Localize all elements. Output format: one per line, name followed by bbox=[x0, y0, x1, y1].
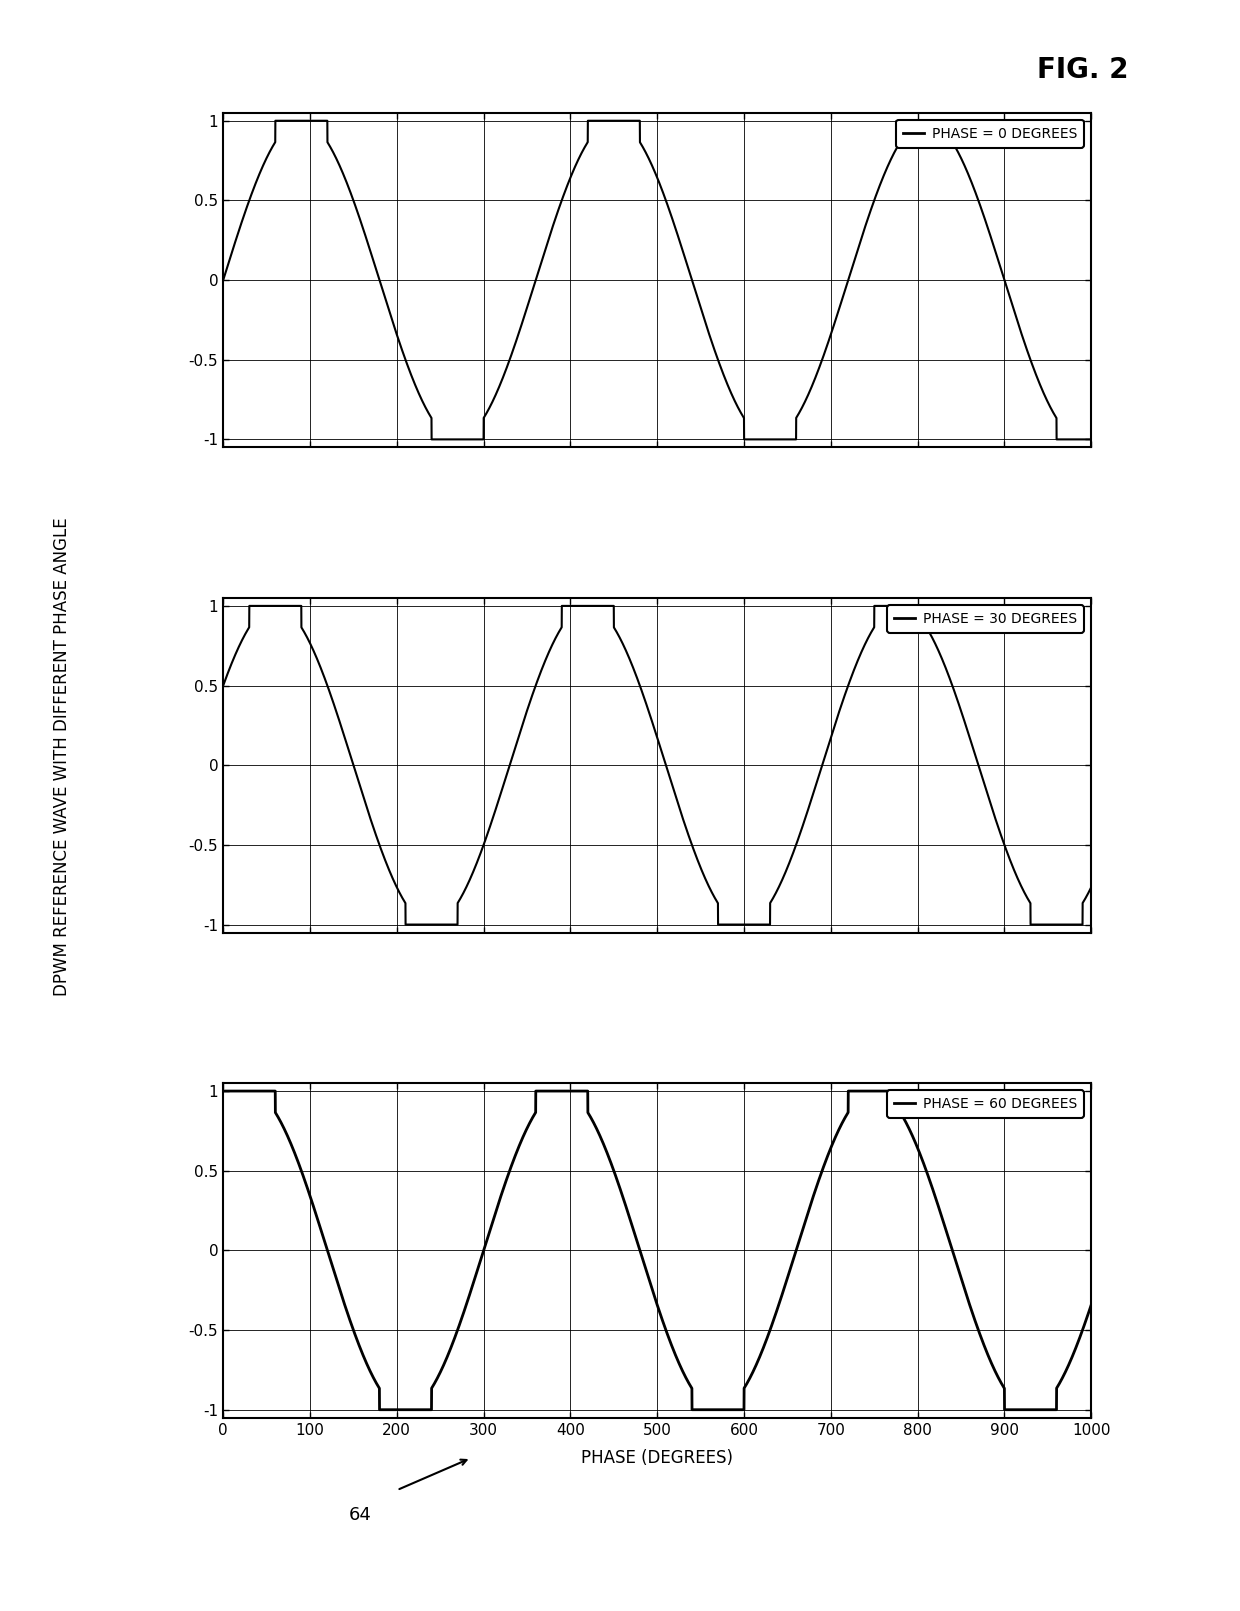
X-axis label: PHASE (DEGREES): PHASE (DEGREES) bbox=[582, 1448, 733, 1466]
Legend: PHASE = 0 DEGREES: PHASE = 0 DEGREES bbox=[895, 119, 1084, 148]
Text: DPWM REFERENCE WAVE WITH DIFFERENT PHASE ANGLE: DPWM REFERENCE WAVE WITH DIFFERENT PHASE… bbox=[53, 517, 71, 997]
Legend: PHASE = 60 DEGREES: PHASE = 60 DEGREES bbox=[887, 1091, 1084, 1118]
Text: 64: 64 bbox=[350, 1506, 372, 1524]
Text: FIG. 2: FIG. 2 bbox=[1037, 56, 1128, 84]
Legend: PHASE = 30 DEGREES: PHASE = 30 DEGREES bbox=[887, 604, 1084, 633]
